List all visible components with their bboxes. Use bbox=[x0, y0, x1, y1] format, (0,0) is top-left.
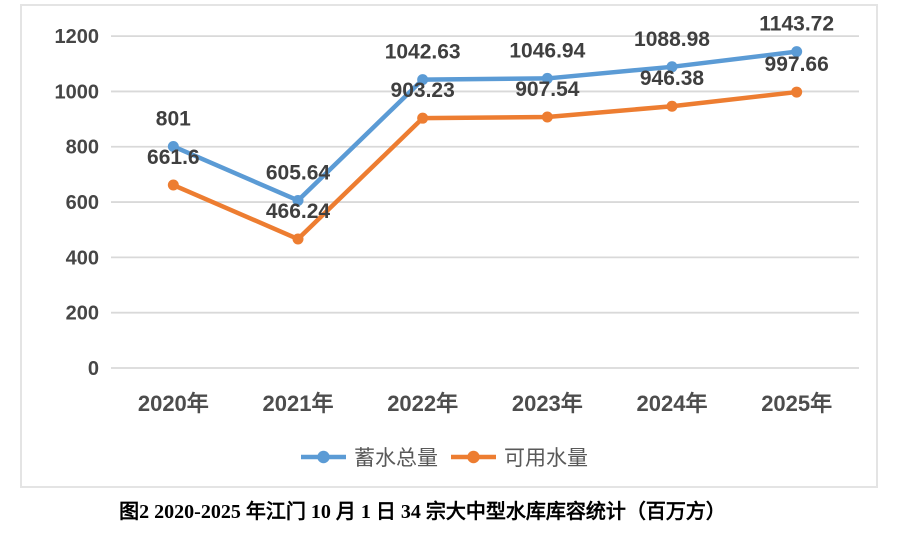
series-line-2 bbox=[171, 89, 799, 242]
data-label: 1046.94 bbox=[509, 39, 585, 62]
data-point-marker bbox=[541, 111, 553, 123]
x-axis-tick-label: 2020年 bbox=[138, 391, 209, 416]
chart-frame: 0 200 400 600 800 1000 1200 2020年 2021年 2022年 2023… bbox=[20, 4, 878, 488]
data-point-marker bbox=[541, 72, 553, 84]
x-axis-tick-label: 2022年 bbox=[387, 391, 458, 416]
data-label: 907.54 bbox=[515, 78, 580, 101]
legend-label: 可用水量 bbox=[504, 447, 588, 470]
y-axis-tick-label: 200 bbox=[66, 303, 99, 325]
data-point-marker bbox=[666, 100, 678, 112]
data-label: 801 bbox=[156, 107, 191, 130]
data-point-marker bbox=[167, 179, 179, 191]
y-axis-tick-label: 1200 bbox=[55, 26, 100, 48]
x-axis-tick-label: 2021年 bbox=[263, 391, 334, 416]
y-axis-tick-label: 800 bbox=[66, 137, 99, 159]
line-chart: 0 200 400 600 800 1000 1200 2020年 2021年 2022年 2023… bbox=[55, 13, 859, 470]
legend-marker-point bbox=[317, 450, 330, 464]
data-label: 605.64 bbox=[266, 161, 331, 184]
figure-caption: 图2 2020-2025 年江门 10 月 1 日 34 宗大中型水库库容统计（… bbox=[119, 501, 726, 523]
data-point-marker bbox=[167, 140, 179, 152]
data-point-marker bbox=[791, 86, 803, 98]
data-point-marker bbox=[417, 112, 429, 124]
data-point-marker bbox=[292, 194, 304, 206]
data-point-marker bbox=[666, 61, 678, 73]
y-axis-tick-label: 1000 bbox=[55, 81, 100, 103]
data-label: 997.66 bbox=[765, 53, 829, 76]
data-label: 1088.98 bbox=[634, 28, 710, 51]
y-axis-tick-label: 600 bbox=[66, 192, 99, 214]
data-label: 946.38 bbox=[640, 67, 705, 90]
x-axis-tick-label: 2024年 bbox=[637, 391, 708, 416]
data-label: 1042.63 bbox=[385, 41, 461, 64]
legend-marker-point bbox=[467, 450, 480, 464]
data-label: 661.6 bbox=[147, 146, 200, 169]
x-axis-tick-label: 2025年 bbox=[761, 391, 832, 416]
x-axis-tick-label: 2023年 bbox=[512, 391, 583, 416]
legend-label: 蓄水总量 bbox=[354, 447, 438, 470]
data-point-marker bbox=[417, 74, 429, 86]
data-point-marker bbox=[292, 233, 304, 245]
y-axis-tick-label: 400 bbox=[66, 247, 99, 269]
data-point-marker bbox=[791, 46, 803, 58]
data-label: 1143.72 bbox=[759, 13, 834, 36]
y-axis-tick-label: 0 bbox=[88, 358, 99, 380]
data-label: 903.23 bbox=[391, 79, 455, 102]
data-label: 466.24 bbox=[266, 200, 331, 223]
series-line-1 bbox=[171, 49, 799, 203]
